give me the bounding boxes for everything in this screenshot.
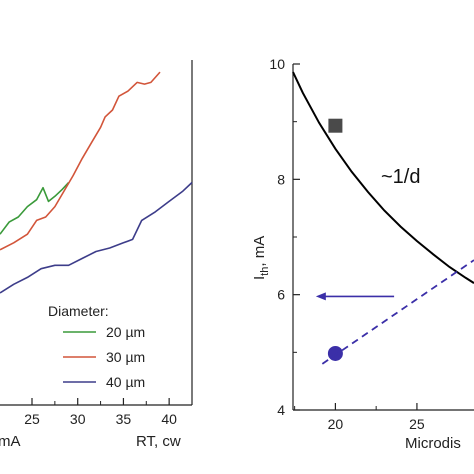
left-x-tick-label: 35 [116, 411, 132, 427]
right-y-tick-label: 10 [269, 56, 285, 72]
left-series-group [0, 71, 193, 294]
inverse-d-fit-curve [292, 71, 474, 284]
left-chart: 25 30 35 40 Diameter: 20 µm 30 µm 40 µm mA … [0, 60, 193, 450]
left-partial-x-label: mA [0, 433, 21, 450]
right-y-ticks: 4 6 8 10 [269, 56, 300, 418]
right-x-axis-label: Microdis [405, 435, 461, 452]
annotation-inverse-d: ~1/d [381, 166, 420, 188]
y-label-unit: , mA [251, 236, 268, 267]
legend-title: Diameter: [48, 303, 109, 319]
left-x-tick-label: 30 [70, 411, 86, 427]
data-point-circle [327, 345, 343, 361]
right-y-tick-label: 6 [277, 287, 285, 303]
data-point-square [328, 118, 343, 133]
right-series-group [292, 71, 474, 365]
right-x-tick-label: 25 [409, 416, 425, 432]
right-x-tick-label: 20 [328, 416, 344, 432]
series-line-20m [0, 181, 70, 235]
right-y-tick-label: 4 [277, 402, 285, 418]
dashed-trend-line [321, 259, 474, 365]
right-y-tick-label: 8 [277, 171, 285, 187]
legend-label-40um: 40 µm [106, 374, 145, 390]
series-line-30m [0, 71, 161, 251]
arrow-head [315, 292, 326, 301]
series-line-40m [0, 181, 193, 294]
legend-label-20um: 20 µm [106, 324, 145, 340]
left-x-tick-label: 25 [24, 411, 40, 427]
y-label-main: I [251, 276, 268, 280]
left-x-ticks: 25 30 35 40 [24, 398, 193, 427]
right-y-axis-label: Ith, mA [251, 236, 271, 280]
y-label-subscript: th [259, 267, 271, 276]
left-x-tick-label: 40 [161, 411, 177, 427]
right-x-ticks: 20 25 [294, 403, 425, 432]
left-x-axis-label: RT, cw [136, 433, 181, 450]
legend-label-30um: 30 µm [106, 349, 145, 365]
legend: Diameter: 20 µm 30 µm 40 µm [48, 303, 145, 390]
